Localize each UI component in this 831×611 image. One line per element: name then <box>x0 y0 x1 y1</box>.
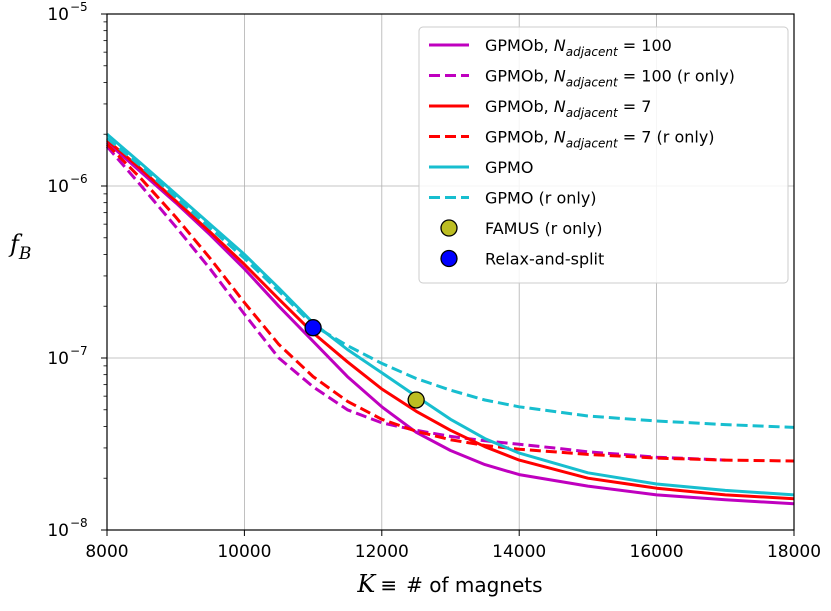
marker-group <box>304 319 425 409</box>
legend-label-n: N <box>554 36 566 55</box>
series-line-0 <box>106 140 795 506</box>
y-tick-exponent: −7 <box>70 344 88 358</box>
legend-label-n: N <box>554 97 566 116</box>
x-axis-label: K ≡ # of magnets <box>356 570 542 598</box>
legend-label-2: GPMOb, Nadjacent = 7 <box>485 97 651 120</box>
y-tick-base: 10 <box>47 349 69 369</box>
legend-marker-label-1: Relax-and-split <box>485 250 604 269</box>
legend-label-text: GPMOb, <box>485 128 554 147</box>
series-line-1 <box>105 145 726 462</box>
x-tick-label: 8000 <box>85 542 128 562</box>
y-tick-exponent: −8 <box>70 516 88 530</box>
legend-box <box>418 26 789 284</box>
legend-label-subscript: adjacent <box>566 76 619 90</box>
x-tick-label: 16000 <box>630 542 684 562</box>
plot-frame <box>106 13 795 531</box>
legend-label-text: GPMO (r only) <box>485 189 597 208</box>
legend-label-5: GPMO (r only) <box>485 189 597 208</box>
legend-label-text: GPMO <box>485 158 533 177</box>
series-line-3 <box>105 143 795 463</box>
series-line-4 <box>106 133 795 497</box>
series-line-2 <box>106 138 795 501</box>
legend-label-subscript: adjacent <box>566 106 619 120</box>
y-tick-label: 10−5 <box>47 0 87 25</box>
legend-label-suffix: = 100 <box>618 36 672 55</box>
legend-label-text: GPMOb, <box>485 36 554 55</box>
series-group <box>105 133 795 506</box>
y-tick-base: 10 <box>47 5 69 25</box>
x-tick-label: 14000 <box>492 542 546 562</box>
legend-marker-label-0: FAMUS (r only) <box>485 219 602 238</box>
y-tick-exponent: −6 <box>70 172 88 186</box>
x-tick-label: 12000 <box>355 542 409 562</box>
y-tick-label: 10−6 <box>47 172 87 197</box>
legend-marker-0 <box>440 219 458 237</box>
series-line-5 <box>106 136 795 429</box>
legend-label-text: GPMOb, <box>485 67 554 86</box>
legend-label-text: GPMOb, <box>485 97 554 116</box>
y-axis-label-sub: B <box>18 244 32 264</box>
legend-label-subscript: adjacent <box>566 137 619 151</box>
legend-label-suffix: = 7 (r only) <box>618 128 715 147</box>
legend-label-n: N <box>554 67 566 86</box>
legend-label-suffix: = 100 (r only) <box>618 67 735 86</box>
legend-label-n: N <box>554 128 566 147</box>
x-axis: 8000 10000 12000 14000 16000 18000 <box>85 530 821 562</box>
legend-marker-1 <box>440 249 458 268</box>
marker-point-1 <box>304 319 322 337</box>
legend-label-1: GPMOb, Nadjacent = 100 (r only) <box>485 67 735 90</box>
y-tick-exponent: −5 <box>70 0 88 14</box>
legend-label-4: GPMO <box>485 158 533 177</box>
x-axis-label-text: # of magnets <box>406 573 542 597</box>
y-tick-base: 10 <box>47 177 69 197</box>
y-tick-label: 10−7 <box>47 344 87 369</box>
x-tick-label: 18000 <box>767 542 821 562</box>
x-axis-label-equiv: ≡ <box>380 573 397 597</box>
legend-label-suffix: = 7 <box>618 97 652 116</box>
y-tick-base: 10 <box>47 521 69 541</box>
y-tick-label: 10−8 <box>47 516 87 541</box>
marker-point-0 <box>407 391 425 409</box>
legend-label-subscript: adjacent <box>566 45 619 59</box>
legend-label-0: GPMOb, Nadjacent = 100 <box>485 36 672 59</box>
x-axis-label-symbol: K <box>356 570 377 598</box>
x-tick-label: 10000 <box>217 542 271 562</box>
y-axis: 10−810−710−610−5 <box>47 0 107 541</box>
legend-label-3: GPMOb, Nadjacent = 7 (r only) <box>485 128 715 151</box>
